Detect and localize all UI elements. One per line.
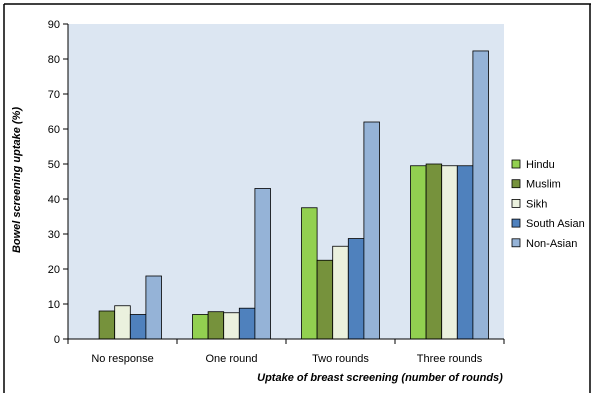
bar-south-asian-1 bbox=[238, 307, 256, 340]
legend-swatch-hindu bbox=[511, 159, 521, 169]
bar-hindu-2 bbox=[301, 207, 318, 340]
legend-swatch-south-asian bbox=[511, 218, 521, 228]
y-tick-label: 40 bbox=[48, 194, 60, 206]
y-axis-label: Bowel screening uptake (%) bbox=[11, 107, 23, 253]
y-tick-label: 70 bbox=[48, 89, 60, 101]
bar-non-asian-3 bbox=[472, 50, 489, 340]
bar-sikh-3 bbox=[441, 165, 458, 340]
bar-non-asian-1 bbox=[254, 188, 271, 340]
x-tick-label: Two rounds bbox=[312, 353, 369, 365]
bar-sikh-2 bbox=[332, 245, 349, 340]
bar-non-asian-2 bbox=[363, 121, 380, 340]
bar-sikh-0 bbox=[114, 305, 131, 340]
y-tick-label: 20 bbox=[48, 264, 60, 276]
bar-hindu-1 bbox=[192, 314, 209, 340]
bar-non-asian-0 bbox=[145, 275, 162, 340]
bar-sikh-1 bbox=[223, 312, 240, 340]
y-tick-label: 90 bbox=[48, 19, 60, 31]
legend-label-sikh: Sikh bbox=[526, 198, 547, 210]
bar-south-asian-0 bbox=[129, 314, 147, 340]
y-tick-label: 80 bbox=[48, 54, 60, 66]
legend-label-muslim: Muslim bbox=[526, 179, 561, 191]
legend-swatch-sikh bbox=[511, 198, 521, 208]
legend-label-non-asian: Non-Asian bbox=[526, 238, 577, 250]
x-tick-label: One round bbox=[206, 353, 258, 365]
bar-hindu-3 bbox=[410, 165, 427, 340]
legend-label-hindu: Hindu bbox=[526, 159, 555, 171]
x-tick-label: No response bbox=[91, 353, 153, 365]
bar-muslim-0 bbox=[98, 310, 116, 340]
y-tick-label: 30 bbox=[48, 229, 60, 241]
bar-muslim-2 bbox=[316, 259, 334, 340]
bar-south-asian-2 bbox=[347, 238, 365, 340]
bar-muslim-1 bbox=[207, 311, 225, 340]
x-tick-label: Three rounds bbox=[417, 353, 483, 365]
bar-muslim-3 bbox=[425, 163, 443, 340]
legend-label-south-asian: South Asian bbox=[526, 218, 585, 230]
y-tick-label: 10 bbox=[48, 299, 60, 311]
y-tick-label: 60 bbox=[48, 124, 60, 136]
y-tick-label: 50 bbox=[48, 159, 60, 171]
legend-swatch-non-asian bbox=[511, 238, 521, 248]
x-axis-label: Uptake of breast screening (number of ro… bbox=[257, 372, 503, 384]
bar-south-asian-3 bbox=[456, 165, 474, 340]
y-tick-label: 0 bbox=[54, 334, 60, 346]
legend-swatch-muslim bbox=[511, 179, 521, 189]
